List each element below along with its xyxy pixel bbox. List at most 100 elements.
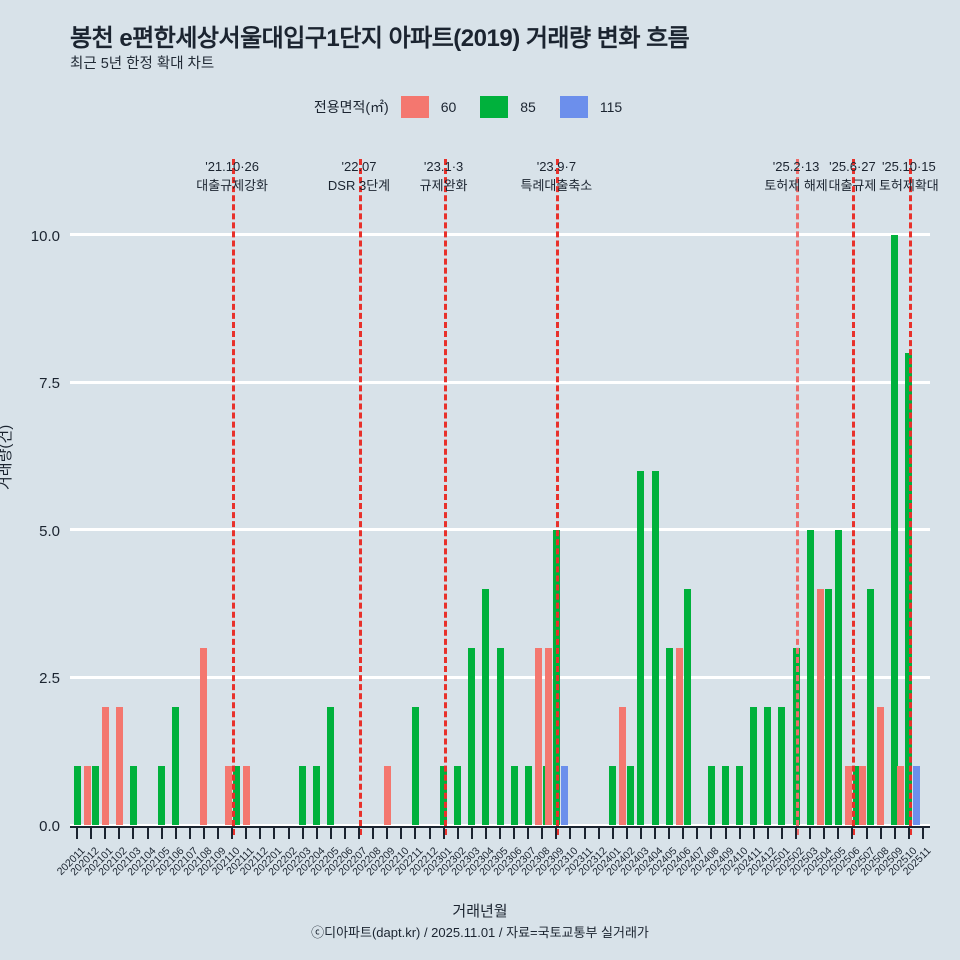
event-line — [796, 159, 800, 835]
bar — [707, 765, 715, 825]
x-axis-tick — [287, 828, 290, 839]
legend-item-85[interactable]: 85 — [480, 96, 554, 118]
x-axis-tick — [160, 828, 163, 839]
x-axis-tick — [654, 828, 657, 839]
bar — [627, 765, 635, 825]
bar — [482, 588, 490, 825]
bar — [544, 647, 552, 825]
y-axis-tick-label: 5.0 — [39, 522, 60, 540]
x-axis-tick — [90, 828, 93, 839]
event-annotation-date: '25.10·15 — [881, 159, 936, 174]
bar — [867, 588, 875, 825]
x-axis-tick — [273, 828, 276, 839]
bar — [232, 765, 240, 825]
x-axis-tick — [583, 828, 586, 839]
event-annotation: '22.07 DSR 3단계 — [299, 158, 419, 196]
event-annotation: '25.10·15 토허제확대 — [849, 158, 960, 196]
bar — [313, 765, 321, 825]
event-line — [852, 159, 856, 835]
bar — [224, 765, 232, 825]
bar — [115, 706, 123, 825]
legend-title: 전용면적(㎡) — [313, 99, 389, 115]
x-axis-tick — [513, 828, 516, 839]
chart-footer: ⓒ디아파트(dapt.kr) / 2025.11.01 / 자료=국토교통부 실… — [311, 925, 649, 940]
legend-item-60[interactable]: 60 — [400, 96, 475, 118]
event-annotation-date: '25.2·13 — [772, 159, 820, 174]
event-annotation-label: 대출규제강화 — [196, 177, 268, 193]
plot-area: 0.0 2.5 5.0 7.5 10.0 — [31, 159, 930, 835]
x-axis-tick — [780, 828, 783, 839]
bar — [158, 765, 166, 825]
bar — [675, 647, 683, 825]
x-axis-tick — [428, 828, 431, 839]
legend-swatch-85 — [480, 96, 509, 118]
legend-item-115[interactable]: 115 — [559, 96, 640, 118]
event-annotation-label: 특례대출축소 — [520, 177, 593, 193]
y-axis-label: 거래량(건) — [0, 424, 14, 490]
bar — [327, 706, 335, 825]
bar — [524, 765, 532, 825]
bar — [683, 588, 691, 825]
x-axis-tick — [893, 828, 896, 839]
chart-legend: 전용면적(㎡) 60 85 115 — [0, 96, 960, 118]
event-annotation-date: '23.9·7 — [536, 159, 577, 174]
bar — [736, 765, 744, 825]
x-axis-tick — [386, 828, 389, 839]
x-axis-tick — [188, 828, 191, 839]
bar — [609, 765, 617, 825]
event-annotation: '25.6·27 대출규제 — [792, 158, 912, 196]
x-axis-tick — [724, 828, 727, 839]
x-axis-tick — [442, 828, 445, 839]
legend-swatch-60 — [400, 96, 429, 118]
x-axis-tick — [921, 828, 924, 839]
bar — [454, 765, 462, 825]
event-annotation-label: DSR 3단계 — [327, 177, 391, 193]
x-axis-tick — [639, 828, 642, 839]
x-axis-tick — [668, 828, 671, 839]
bar — [510, 765, 518, 825]
x-axis-tick — [752, 828, 755, 839]
gridline — [70, 528, 930, 532]
bar — [91, 765, 99, 825]
x-axis-line — [70, 826, 930, 828]
x-axis-tick — [696, 828, 699, 839]
bar — [242, 765, 250, 825]
legend-label-115: 115 — [599, 99, 623, 115]
x-axis-tick — [865, 828, 868, 839]
event-annotation-date: '25.6·27 — [829, 159, 876, 174]
x-axis-tick — [555, 828, 558, 839]
legend-swatch-115 — [559, 96, 588, 118]
x-axis-tick — [231, 828, 234, 839]
x-axis-tick — [132, 828, 135, 839]
x-axis-tick — [358, 828, 361, 839]
bar — [560, 765, 568, 825]
bar — [859, 765, 867, 825]
event-annotation-date: '23.1·3 — [423, 159, 464, 174]
y-axis-tick-label: 2.5 — [39, 670, 60, 688]
gridline — [70, 823, 930, 827]
bar — [468, 647, 476, 825]
bar — [637, 470, 645, 825]
bar — [897, 765, 905, 825]
x-axis-tick — [118, 828, 121, 839]
bar — [750, 706, 758, 825]
event-annotation: '23.1·3 규제완화 — [384, 158, 504, 196]
bar — [651, 470, 659, 825]
x-axis-tick — [527, 828, 530, 839]
bar — [101, 706, 109, 825]
bar — [665, 647, 673, 825]
x-axis-tick — [625, 828, 628, 839]
x-axis-tick — [795, 828, 798, 839]
event-annotation: '21.10·26 대출규제강화 — [172, 158, 292, 196]
gridline — [70, 380, 930, 384]
bar — [877, 706, 885, 825]
bar — [83, 765, 91, 825]
x-axis-tick — [879, 828, 882, 839]
x-axis-tick — [766, 828, 769, 839]
event-line — [359, 159, 363, 835]
x-axis-tick — [541, 828, 544, 839]
x-axis-tick — [907, 828, 910, 839]
x-axis-tick — [343, 828, 346, 839]
event-annotation-date: '21.10·26 — [205, 159, 260, 174]
x-axis-tick — [823, 828, 826, 839]
